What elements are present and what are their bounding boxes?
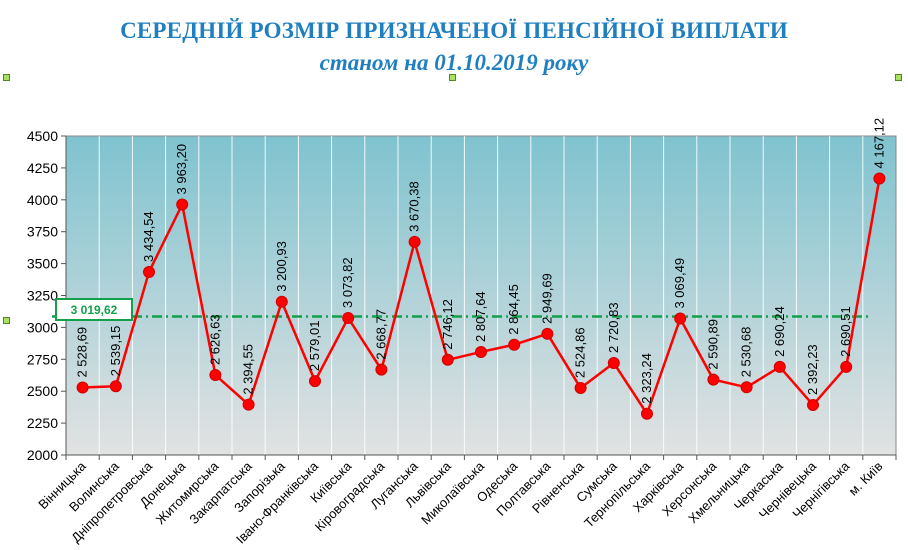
data-label: 3 963,20 — [174, 144, 189, 195]
data-point — [707, 373, 720, 386]
data-point — [242, 398, 255, 411]
data-point — [508, 338, 521, 351]
selection-handle-top-right[interactable] — [895, 74, 902, 81]
y-tick-label: 3500 — [27, 256, 58, 272]
y-tick-label: 3750 — [27, 224, 58, 240]
chart-subtitle: станом на 01.10.2019 року — [319, 50, 589, 75]
data-label: 2 746,12 — [440, 299, 455, 350]
data-label: 3 434,54 — [141, 211, 156, 262]
data-label: 2 539,15 — [108, 326, 123, 377]
data-label: 2 949,69 — [539, 273, 554, 324]
x-tick-label: м. Київ — [846, 458, 886, 498]
data-point — [76, 381, 89, 394]
data-point — [209, 369, 222, 382]
data-point — [641, 407, 653, 420]
data-label: 4 167,12 — [871, 118, 886, 169]
data-point — [773, 360, 786, 373]
data-label: 2 394,55 — [241, 344, 256, 395]
data-point — [408, 235, 421, 248]
y-tick-label: 4000 — [27, 192, 58, 208]
data-label: 2 626,63 — [207, 314, 222, 365]
data-point — [873, 172, 886, 185]
data-label: 2 690,24 — [772, 306, 787, 357]
data-point — [740, 381, 753, 394]
data-point — [275, 295, 288, 308]
y-axis: 2000 2250 2500 2750 3000 3250 3500 3750 4000 4250… — [27, 128, 67, 463]
data-label: 2 690,51 — [838, 306, 853, 357]
y-tick-label: 2500 — [27, 383, 58, 399]
average-label: 3 019,62 — [71, 303, 118, 317]
y-tick-label: 3250 — [27, 288, 58, 304]
data-point — [574, 382, 587, 395]
data-label: 2 668,77 — [373, 309, 388, 360]
data-point — [441, 353, 454, 366]
data-point — [375, 363, 388, 376]
data-label: 2 392,23 — [805, 344, 820, 395]
data-point — [840, 360, 853, 373]
y-tick-label: 4500 — [27, 128, 58, 144]
data-label: 2 579,01 — [307, 321, 322, 372]
y-tick-label: 3000 — [27, 319, 58, 335]
data-label: 2 528,69 — [75, 327, 90, 378]
data-point — [109, 380, 122, 393]
data-label: 2 864,45 — [506, 284, 521, 335]
series-line-group — [76, 172, 886, 420]
data-label-group: 2 528,69 2 539,15 3 434,54 3 963,20 2 626,63… — [75, 118, 887, 404]
data-point — [342, 311, 355, 324]
data-label: 2 590,89 — [705, 319, 720, 370]
x-axis: ВінницькаВолинськаДніпропетровськаДонець… — [35, 454, 897, 547]
y-tick-label: 4250 — [27, 160, 58, 176]
data-point — [309, 375, 321, 388]
y-tick-label: 2750 — [27, 351, 58, 367]
data-label: 2 720,83 — [606, 302, 621, 353]
data-label: 3 069,49 — [672, 258, 687, 309]
data-point — [176, 198, 189, 211]
average-label-box — [55, 298, 133, 321]
selection-handle-middle-left[interactable] — [3, 317, 10, 324]
grid-lines — [98, 136, 864, 455]
average-line-group: 3 019,62 — [52, 298, 870, 321]
data-label: 3 200,93 — [274, 241, 289, 292]
data-label: 2 524,86 — [573, 327, 588, 378]
data-point — [674, 312, 687, 325]
data-point — [807, 398, 819, 411]
y-tick-label: 2000 — [27, 447, 58, 463]
selection-handle-top-left[interactable] — [3, 74, 10, 81]
y-tick-label: 2250 — [27, 415, 58, 431]
data-point — [475, 345, 487, 358]
plot-area — [65, 135, 897, 456]
data-point — [143, 265, 155, 278]
chart-title: СЕРЕДНІЙ РОЗМІР ПРИЗНАЧЕНОЇ ПЕНСІЙНОЇ ВИ… — [120, 18, 788, 43]
data-label: 2 323,24 — [639, 353, 654, 404]
data-label: 2 530,68 — [739, 327, 754, 378]
data-label: 3 670,38 — [407, 181, 422, 232]
data-label: 2 807,64 — [473, 291, 488, 342]
selection-handle-top-center[interactable] — [449, 74, 456, 81]
data-point — [607, 357, 620, 370]
data-point — [541, 327, 554, 340]
data-label: 3 073,82 — [340, 257, 355, 308]
